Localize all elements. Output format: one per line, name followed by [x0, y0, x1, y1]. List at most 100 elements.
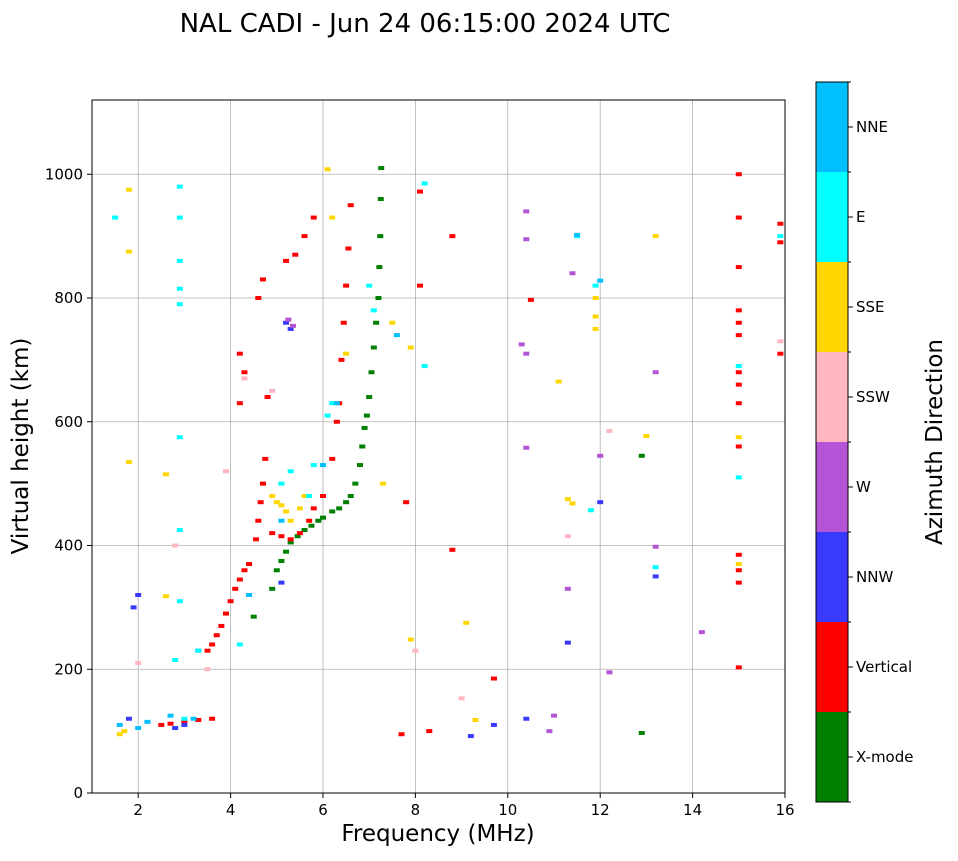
data-point: [227, 599, 234, 604]
data-point: [278, 518, 285, 523]
data-point: [735, 308, 742, 313]
data-point: [135, 661, 142, 666]
data-point: [597, 278, 604, 283]
plot-frame: [91, 99, 786, 794]
data-point: [336, 506, 343, 511]
x-tick-label: 4: [226, 801, 236, 819]
data-point: [241, 568, 248, 573]
data-point: [209, 642, 216, 647]
data-point: [564, 640, 571, 645]
data-point: [340, 320, 347, 325]
data-point: [449, 547, 456, 552]
data-point: [329, 215, 336, 220]
series-e: [112, 181, 784, 721]
data-point: [259, 481, 266, 486]
data-point: [735, 382, 742, 387]
data-point: [181, 722, 188, 727]
data-point: [412, 648, 419, 653]
data-point: [421, 181, 428, 186]
data-point: [301, 494, 308, 498]
data-point: [345, 246, 352, 251]
colorbar-segment: [816, 442, 848, 532]
data-point: [389, 320, 396, 325]
colorbar-tick-label: NNE: [856, 118, 888, 136]
data-point: [269, 586, 276, 591]
data-point: [250, 614, 257, 619]
data-point: [289, 323, 296, 328]
data-point: [490, 722, 497, 727]
data-point: [172, 543, 179, 548]
data-point: [564, 534, 571, 539]
data-point: [287, 537, 294, 542]
data-point: [121, 729, 128, 734]
data-point: [301, 234, 308, 239]
data-point: [278, 503, 285, 508]
x-tick-label: 16: [775, 801, 794, 819]
data-point: [264, 395, 271, 399]
data-point: [324, 413, 331, 418]
chart-title: NAL CADI - Jun 24 06:15:00 2024 UTC: [180, 9, 671, 39]
data-point: [393, 333, 400, 338]
data-points-layer: [112, 166, 784, 739]
data-point: [407, 637, 414, 642]
data-point: [162, 594, 169, 599]
data-point: [232, 586, 239, 591]
data-point: [320, 463, 326, 468]
data-point: [125, 459, 132, 464]
data-point: [777, 351, 784, 356]
data-point: [735, 333, 742, 338]
colorbar-tick-label: SSE: [856, 298, 885, 316]
data-point: [283, 549, 290, 554]
series-ssw: [135, 339, 784, 701]
data-point: [735, 265, 742, 270]
data-point: [597, 500, 604, 505]
data-point: [190, 716, 197, 721]
data-point: [333, 419, 340, 424]
data-point: [310, 506, 317, 511]
series-x-mode: [250, 166, 645, 735]
data-point: [735, 580, 742, 585]
data-point: [257, 500, 264, 505]
data-point: [176, 435, 183, 440]
data-point: [343, 500, 350, 505]
data-point: [259, 277, 266, 282]
data-point: [421, 364, 428, 369]
data-point: [246, 562, 253, 567]
data-point: [352, 481, 359, 486]
data-point: [735, 562, 742, 567]
colorbar-tick-label: SSW: [856, 388, 890, 406]
data-point: [735, 370, 742, 375]
data-point: [356, 463, 363, 468]
data-point: [236, 642, 243, 647]
y-tick-label: 200: [54, 660, 83, 678]
data-point: [606, 429, 613, 434]
data-point: [181, 716, 188, 721]
data-point: [569, 271, 576, 276]
data-point: [523, 716, 530, 721]
x-tick-label: 12: [591, 801, 610, 819]
data-point: [287, 540, 294, 545]
data-point: [523, 209, 530, 214]
data-point: [253, 537, 260, 542]
data-point: [329, 509, 336, 514]
data-point: [735, 320, 742, 325]
data-point: [368, 370, 375, 375]
data-point: [426, 729, 433, 734]
data-point: [638, 453, 645, 458]
data-point: [285, 317, 292, 322]
data-point: [176, 286, 183, 291]
data-point: [195, 648, 202, 653]
data-point: [315, 518, 322, 523]
data-point: [125, 187, 132, 192]
data-point: [518, 342, 525, 347]
data-point: [176, 302, 183, 307]
data-point: [359, 444, 366, 449]
data-point: [735, 568, 742, 573]
data-point: [172, 657, 179, 662]
data-point: [112, 215, 119, 220]
data-point: [652, 574, 659, 579]
data-point: [652, 544, 659, 549]
data-point: [592, 283, 599, 288]
data-point: [301, 528, 308, 533]
